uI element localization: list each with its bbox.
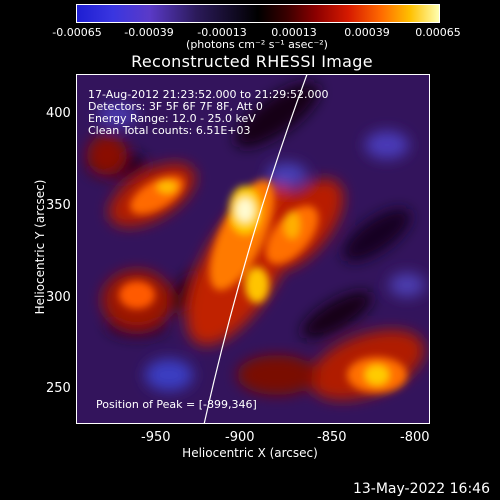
x-tick-label: -950 — [141, 430, 171, 445]
solar-limb-line — [203, 75, 308, 423]
annotation-peak: Position of Peak = [-899,346] — [96, 398, 257, 411]
colorbar-tick: -0.00039 — [124, 26, 174, 39]
colorbar-tick: -0.00065 — [52, 26, 102, 39]
plot-title: Reconstructed RHESSI Image — [131, 52, 373, 71]
x-tick-label: -800 — [400, 430, 430, 445]
annotation-detectors: Detectors: 3F 5F 6F 7F 8F, Att 0 — [88, 100, 263, 113]
y-tick-label: 400 — [46, 106, 71, 121]
colorbar-unit: (photons cm⁻² s⁻¹ asec⁻²) — [186, 38, 328, 51]
rhessi-image — [77, 75, 429, 423]
annotation-algorithm: Clean Total counts: 6.51E+03 — [88, 124, 251, 137]
annotation-energy: Energy Range: 12.0 - 25.0 keV — [88, 112, 256, 125]
x-axis-label: Heliocentric X (arcsec) — [182, 446, 318, 460]
y-axis-label: Heliocentric Y (arcsec) — [33, 179, 47, 315]
colorbar — [76, 4, 440, 23]
y-tick-label: 300 — [46, 290, 71, 305]
colorbar-tick: 0.00065 — [415, 26, 461, 39]
colorbar-tick: 0.00013 — [271, 26, 317, 39]
colorbar-tick: -0.00013 — [197, 26, 247, 39]
rhessi-image-plot — [76, 74, 430, 424]
x-tick-label: -850 — [317, 430, 347, 445]
generation-date: 13-May-2022 16:46 — [352, 481, 490, 497]
colorbar-tick: 0.00039 — [344, 26, 390, 39]
y-tick-label: 250 — [46, 381, 71, 396]
annotation-time: 17-Aug-2012 21:23:52.000 to 21:29:52.000 — [88, 88, 329, 101]
y-tick-label: 350 — [46, 198, 71, 213]
x-tick-label: -900 — [225, 430, 255, 445]
